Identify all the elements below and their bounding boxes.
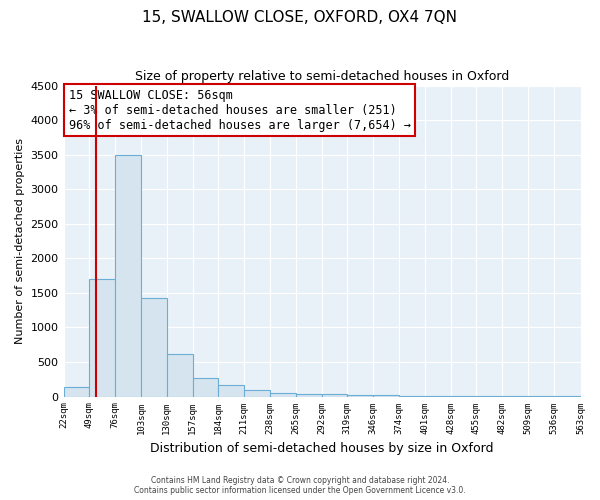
Bar (167, 354, 193, 397)
Bar (193, 378, 218, 396)
Bar (244, 390, 270, 396)
Bar (141, 298, 167, 396)
Bar (89, 279, 115, 396)
Text: 15, SWALLOW CLOSE, OXFORD, OX4 7QN: 15, SWALLOW CLOSE, OXFORD, OX4 7QN (143, 10, 458, 25)
Bar (373, 395, 399, 396)
Bar (322, 394, 347, 396)
Bar (218, 385, 244, 396)
Bar (296, 394, 322, 396)
X-axis label: Distribution of semi-detached houses by size in Oxford: Distribution of semi-detached houses by … (150, 442, 494, 455)
Title: Size of property relative to semi-detached houses in Oxford: Size of property relative to semi-detach… (135, 70, 509, 83)
Text: 15 SWALLOW CLOSE: 56sqm
← 3% of semi-detached houses are smaller (251)
96% of se: 15 SWALLOW CLOSE: 56sqm ← 3% of semi-det… (69, 88, 411, 132)
Bar (270, 393, 296, 396)
Y-axis label: Number of semi-detached properties: Number of semi-detached properties (15, 138, 25, 344)
Text: Contains HM Land Registry data © Crown copyright and database right 2024.
Contai: Contains HM Land Registry data © Crown c… (134, 476, 466, 495)
Bar (64, 387, 89, 396)
Bar (115, 154, 141, 396)
Bar (347, 395, 373, 396)
